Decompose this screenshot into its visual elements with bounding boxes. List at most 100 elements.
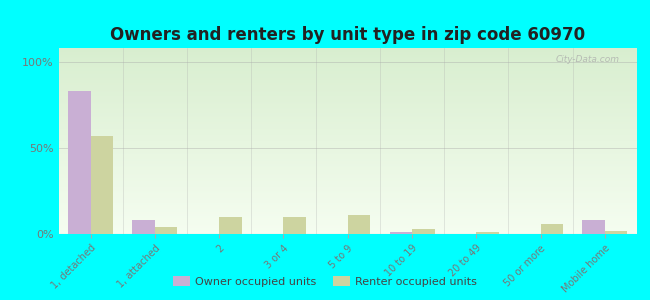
Bar [58, 60, 637, 61]
Bar [58, 93, 637, 94]
Bar [58, 131, 637, 132]
Bar [58, 143, 637, 144]
Bar [58, 221, 637, 222]
Bar [58, 88, 637, 89]
Bar [58, 81, 637, 82]
Bar [58, 122, 637, 123]
Bar [58, 128, 637, 129]
Bar [58, 52, 637, 53]
Bar [58, 209, 637, 210]
Bar [58, 165, 637, 166]
Bar [58, 135, 637, 136]
Bar [58, 72, 637, 73]
Bar [58, 185, 637, 186]
Bar [58, 214, 637, 215]
Bar [58, 107, 637, 108]
Bar [283, 217, 306, 234]
Bar [58, 127, 637, 128]
Bar [58, 69, 637, 70]
Bar [58, 138, 637, 139]
Bar [58, 97, 637, 98]
Bar [58, 139, 637, 140]
Bar [58, 163, 637, 164]
Legend: Owner occupied units, Renter occupied units: Owner occupied units, Renter occupied un… [168, 272, 482, 291]
Bar [58, 75, 637, 76]
Bar [58, 95, 637, 96]
Bar [58, 154, 637, 155]
Bar [58, 233, 637, 234]
Bar [58, 182, 637, 183]
Bar [58, 141, 637, 142]
Bar [58, 212, 637, 213]
Bar [58, 213, 637, 214]
Bar [58, 145, 637, 146]
Bar [58, 124, 637, 125]
Bar [58, 111, 637, 112]
Bar [58, 102, 637, 103]
Bar [58, 200, 637, 202]
Bar [58, 74, 637, 75]
Bar [58, 58, 637, 59]
Bar [58, 232, 637, 233]
Bar [58, 53, 637, 54]
Bar [58, 48, 637, 49]
Bar [58, 89, 637, 90]
Bar [58, 216, 637, 217]
Bar [58, 116, 637, 117]
Bar [58, 205, 637, 206]
Bar [58, 94, 637, 95]
Bar [58, 56, 637, 57]
Bar [58, 186, 637, 187]
Bar [155, 227, 177, 234]
Bar [58, 136, 637, 137]
Bar [58, 202, 637, 203]
Bar [58, 178, 637, 179]
Bar [58, 197, 637, 198]
Bar [58, 142, 637, 143]
Bar [133, 220, 155, 234]
Bar [58, 59, 637, 60]
Bar [58, 191, 637, 192]
Bar [58, 133, 637, 134]
Bar [58, 217, 637, 218]
Bar [58, 126, 637, 127]
Bar [58, 193, 637, 194]
Bar [58, 63, 637, 64]
Bar [58, 82, 637, 83]
Text: City-Data.com: City-Data.com [556, 56, 619, 64]
Bar [58, 210, 637, 211]
Bar [90, 136, 113, 234]
Bar [58, 171, 637, 172]
Bar [58, 100, 637, 101]
Bar [58, 54, 637, 55]
Bar [58, 173, 637, 175]
Bar [58, 202, 637, 203]
Bar [58, 230, 637, 231]
Bar [58, 96, 637, 97]
Bar [68, 91, 90, 234]
Bar [58, 152, 637, 153]
Bar [58, 177, 637, 178]
Bar [58, 153, 637, 154]
Bar [58, 192, 637, 193]
Bar [58, 223, 637, 224]
Bar [58, 169, 637, 170]
Bar [58, 220, 637, 221]
Bar [58, 118, 637, 119]
Bar [58, 119, 637, 120]
Bar [58, 206, 637, 207]
Bar [58, 147, 637, 148]
Bar [58, 227, 637, 228]
Bar [58, 57, 637, 58]
Bar [58, 71, 637, 72]
Bar [58, 199, 637, 200]
Bar [58, 218, 637, 219]
Bar [58, 66, 637, 67]
Bar [58, 156, 637, 157]
Bar [58, 91, 637, 92]
Bar [58, 196, 637, 197]
Bar [58, 125, 637, 126]
Bar [58, 231, 637, 232]
Bar [58, 167, 637, 168]
Bar [58, 55, 637, 56]
